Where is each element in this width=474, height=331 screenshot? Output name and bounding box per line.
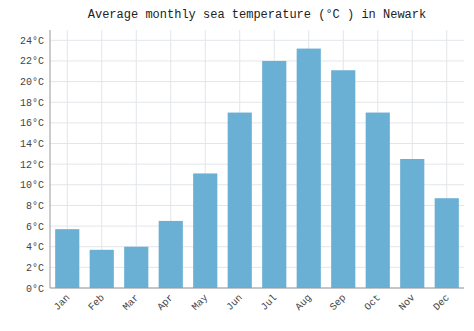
x-tick-label: Apr: [155, 292, 176, 313]
y-tick-label: 2°C: [26, 263, 44, 274]
bar: [400, 159, 424, 288]
y-grid-line: [50, 122, 464, 123]
y-tick-label: 10°C: [20, 180, 44, 191]
grid: [50, 30, 464, 288]
y-tick-label: 18°C: [20, 98, 44, 109]
bar: [124, 247, 148, 288]
y-tick-label: 20°C: [20, 77, 44, 88]
x-tick-label: Jun: [224, 292, 245, 313]
x-tick-label: Jul: [259, 292, 280, 313]
x-axis-line: [50, 288, 464, 289]
x-tick-label: Oct: [362, 292, 383, 313]
y-grid-line: [50, 288, 464, 289]
x-grid-line: [101, 30, 102, 288]
y-grid-line: [50, 81, 464, 82]
x-tick-label: Feb: [86, 292, 107, 313]
y-tick-label: 0°C: [26, 284, 44, 295]
bar: [55, 229, 79, 288]
chart: Average monthly sea temperature (°C ) in…: [0, 0, 474, 331]
y-grid-line: [50, 143, 464, 144]
y-tick-label: 24°C: [20, 36, 44, 47]
y-tick-label: 12°C: [20, 160, 44, 171]
bars: [55, 49, 459, 288]
title: Average monthly sea temperature (°C ) in…: [88, 8, 426, 22]
bar: [435, 198, 459, 288]
x-tick-label: Nov: [397, 292, 418, 313]
bar: [262, 61, 286, 288]
bar: [90, 250, 114, 288]
y-axis: 0°C 2°C 4°C 6°C 8°C 10°C 12°C 14°C 16°C 18°C 20°C 2…: [20, 30, 50, 295]
y-grid-line: [50, 60, 464, 61]
y-tick-label: 16°C: [20, 118, 44, 129]
x-tick-label: Sep: [328, 292, 349, 313]
y-tick-label: 14°C: [20, 139, 44, 150]
bar: [228, 113, 252, 288]
y-tick-label: 8°C: [26, 201, 44, 212]
y-grid-line: [50, 40, 464, 41]
y-axis-line: [50, 30, 51, 288]
x-axis: Jan Feb Mar Apr May Jun Jul Aug Sep Oct Nov Dec: [50, 288, 464, 313]
y-grid-line: [50, 102, 464, 103]
x-tick-label: Jan: [52, 292, 73, 313]
y-tick-label: 4°C: [26, 242, 44, 253]
x-tick-label: May: [190, 292, 211, 313]
bar: [297, 49, 321, 288]
y-tick-label: 22°C: [20, 56, 44, 67]
x-tick-label: Dec: [431, 292, 452, 313]
bar: [159, 221, 183, 288]
bar: [366, 113, 390, 288]
x-tick-label: Mar: [121, 292, 142, 313]
x-tick-label: Aug: [293, 292, 314, 313]
bar: [331, 70, 355, 288]
bar: [193, 173, 217, 288]
y-tick-label: 6°C: [26, 222, 44, 233]
